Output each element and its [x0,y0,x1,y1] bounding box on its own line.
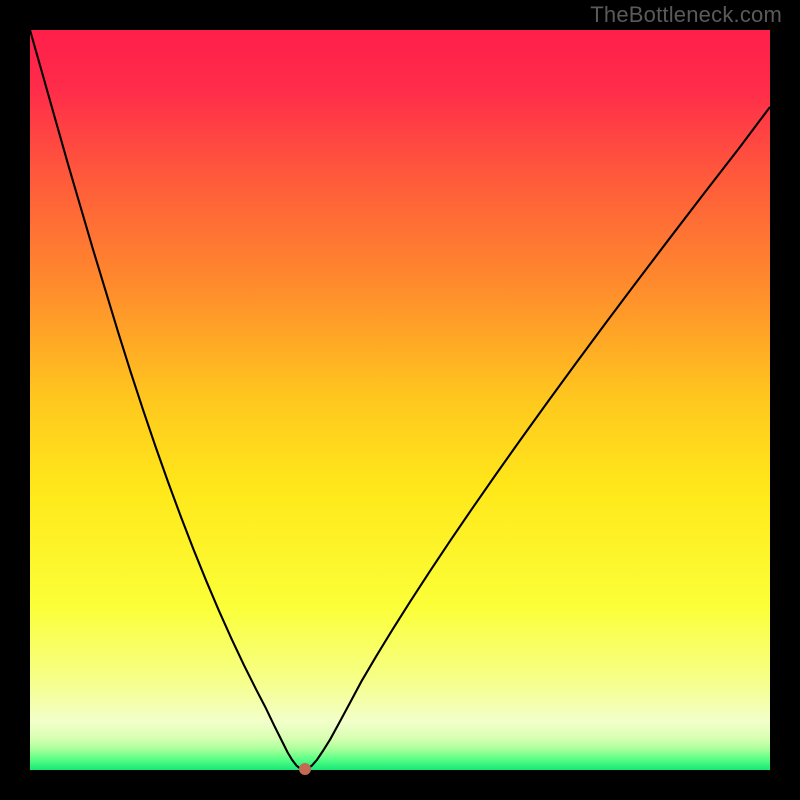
watermark-text: TheBottleneck.com [590,2,782,28]
plot-area [30,30,770,770]
optimal-point-marker [299,763,311,775]
plot-background [30,30,770,770]
